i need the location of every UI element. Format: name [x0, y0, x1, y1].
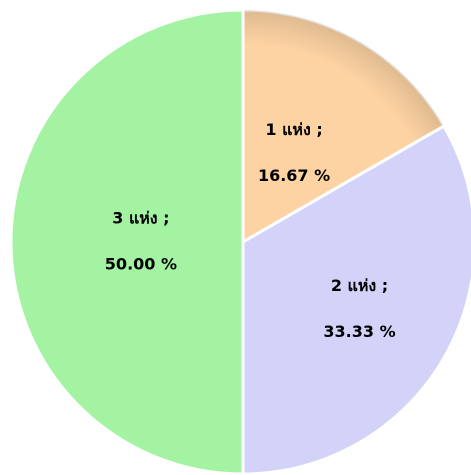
slice-label: 1 แห่ง ;	[265, 120, 322, 139]
slice-label: 3 แห่ง ;	[112, 209, 169, 228]
slice-value-label: 16.67 %	[258, 166, 330, 185]
pie-slice	[241, 123, 471, 475]
pie-slice	[9, 8, 245, 475]
slice-label: 2 แห่ง ;	[331, 276, 388, 295]
slice-value-label: 33.33 %	[323, 322, 395, 341]
slice-value-label: 50.00 %	[105, 255, 177, 274]
